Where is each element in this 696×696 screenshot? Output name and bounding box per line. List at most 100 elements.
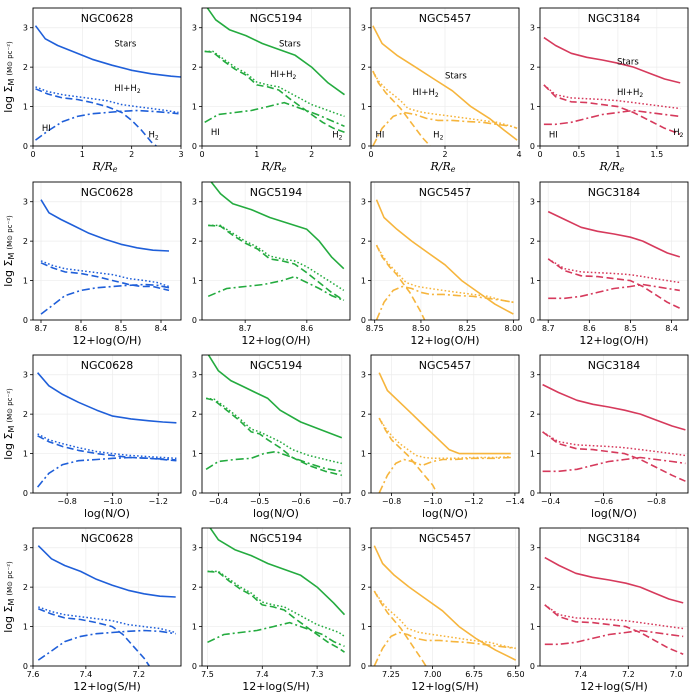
series-hi (544, 629, 684, 646)
series-hi (40, 283, 170, 315)
series-hi (373, 631, 516, 666)
panel-frame (32, 527, 182, 667)
panel-title: NGC5194 (250, 12, 302, 25)
panel-title: NGC0628 (81, 186, 133, 199)
x-tick-label: −0.6 (291, 497, 310, 506)
label-h2-sub: 2 (440, 135, 444, 142)
y-tick-label: 2 (192, 63, 197, 72)
y-axis-title-unit: (M⊙ pc⁻²) (6, 215, 14, 250)
x-tick-label: 0 (30, 150, 35, 159)
panel-frame (370, 527, 520, 667)
series-hi (542, 456, 686, 473)
x-tick-label: −1.0 (103, 497, 122, 506)
y-tick-label: 3 (361, 371, 366, 380)
series-hi (548, 283, 680, 300)
x-tick-label: 8.4 (155, 324, 168, 333)
x-tick-label: 7.25 (382, 670, 400, 679)
panel-title: NGC5457 (419, 186, 471, 199)
y-tick-label: 0 (361, 662, 366, 671)
y-tick-label: 3 (23, 371, 28, 380)
panel-ngc3184-row3: 7.4 7.2 7.0 0 1 2 3 NGC3184 12+log(S/H) (530, 527, 689, 693)
series-h2 (372, 70, 431, 146)
label-hi-h2-sub: 2 (137, 88, 141, 95)
series-hi (543, 109, 681, 126)
x-tick-label: 8.6 (583, 324, 596, 333)
grid (33, 355, 181, 494)
x-tick-label: 3 (178, 150, 183, 159)
x-axis-title-sub: e (451, 165, 456, 174)
series-group (36, 372, 177, 488)
y-tick-label: 3 (23, 24, 28, 33)
x-tick-label: 7.0 (670, 670, 683, 679)
panel-frame (539, 7, 689, 147)
series-stars (542, 383, 686, 431)
y-tick-label: 0 (23, 142, 28, 151)
x-axis-title: R/Re (598, 160, 624, 174)
y-tick-label: 1 (361, 277, 366, 286)
y-tick-label: 2 (530, 410, 535, 419)
y-tick-label: 3 (361, 198, 366, 207)
label-stars: Stars (114, 40, 136, 50)
y-tick-label: 2 (530, 583, 535, 592)
x-tick-label: 8.7 (35, 324, 48, 333)
panel-ngc0628-row1: 8.7 8.6 8.5 8.4 0 1 2 3 NGC0628 12+log(O/H) log ΣM… (2, 181, 182, 347)
label-h2-sub: 2 (680, 132, 684, 139)
label-h2: H2 (433, 131, 443, 142)
x-tick-label: −0.5 (250, 497, 269, 506)
x-tick-label: −0.6 (594, 497, 613, 506)
y-tick-label: 3 (530, 24, 535, 33)
y-tick-label: 0 (192, 489, 197, 498)
y-tick-label: 1 (192, 103, 197, 112)
label-hi-h2-sub: 2 (293, 74, 297, 81)
x-tick-label: 6.50 (507, 670, 525, 679)
y-tick-label: 2 (530, 63, 535, 72)
panel-title: NGC0628 (81, 359, 133, 372)
y-tick-label: 2 (530, 237, 535, 246)
x-tick-label: −0.4 (209, 497, 228, 506)
series-hi (207, 621, 345, 648)
x-tick-label: 8.75 (366, 324, 384, 333)
x-axis-title: log(N/O) (591, 507, 637, 520)
y-tick-label: 0 (530, 142, 535, 151)
y-tick-label: 3 (192, 544, 197, 553)
y-tick-label: 3 (361, 24, 366, 33)
y-axis-title-sub: M (7, 79, 16, 86)
y-axis-title-sub: M (7, 599, 16, 606)
x-axis-title-sub: e (620, 165, 625, 174)
series-stars (547, 210, 681, 258)
panel-title: NGC5194 (250, 186, 302, 199)
series-h2 (37, 435, 177, 462)
y-tick-label: 1 (530, 623, 535, 632)
x-tick-label: 1.5 (650, 150, 663, 159)
series-h2 (542, 431, 686, 482)
x-tick-label: 8.5 (624, 324, 637, 333)
grid (371, 528, 519, 667)
y-tick-label: 3 (530, 371, 535, 380)
panel-title: NGC5457 (419, 12, 471, 25)
panel-frame (32, 181, 182, 321)
series-hi-h2 (206, 397, 342, 465)
y-tick-label: 1 (361, 450, 366, 459)
x-tick-label: 8.7 (239, 324, 252, 333)
y-axis-title-main: log Σ (2, 605, 15, 632)
y-tick-label: 1 (530, 450, 535, 459)
label-stars: Stars (279, 40, 301, 50)
panel-frame (539, 527, 689, 667)
y-axis-title-unit: (M⊙ pc⁻²) (6, 41, 14, 76)
y-tick-label: 1 (530, 103, 535, 112)
x-tick-label: 1 (80, 150, 85, 159)
series-hi (205, 450, 342, 473)
x-axis-title: R/Re (91, 160, 117, 174)
series-stars (34, 25, 181, 78)
label-hi: HI (42, 124, 51, 134)
x-tick-label: −0.7 (332, 497, 351, 506)
y-tick-label: 1 (23, 277, 28, 286)
y-tick-label: 3 (23, 198, 28, 207)
grid (539, 8, 688, 147)
y-tick-label: 2 (361, 63, 366, 72)
series-group (543, 36, 681, 135)
x-axis-title-sub: e (282, 165, 287, 174)
series-hi-h2 (35, 86, 179, 114)
y-axis-title: log ΣM (M⊙ pc⁻²) (2, 41, 16, 113)
x-tick-label: 7.3 (311, 670, 324, 679)
